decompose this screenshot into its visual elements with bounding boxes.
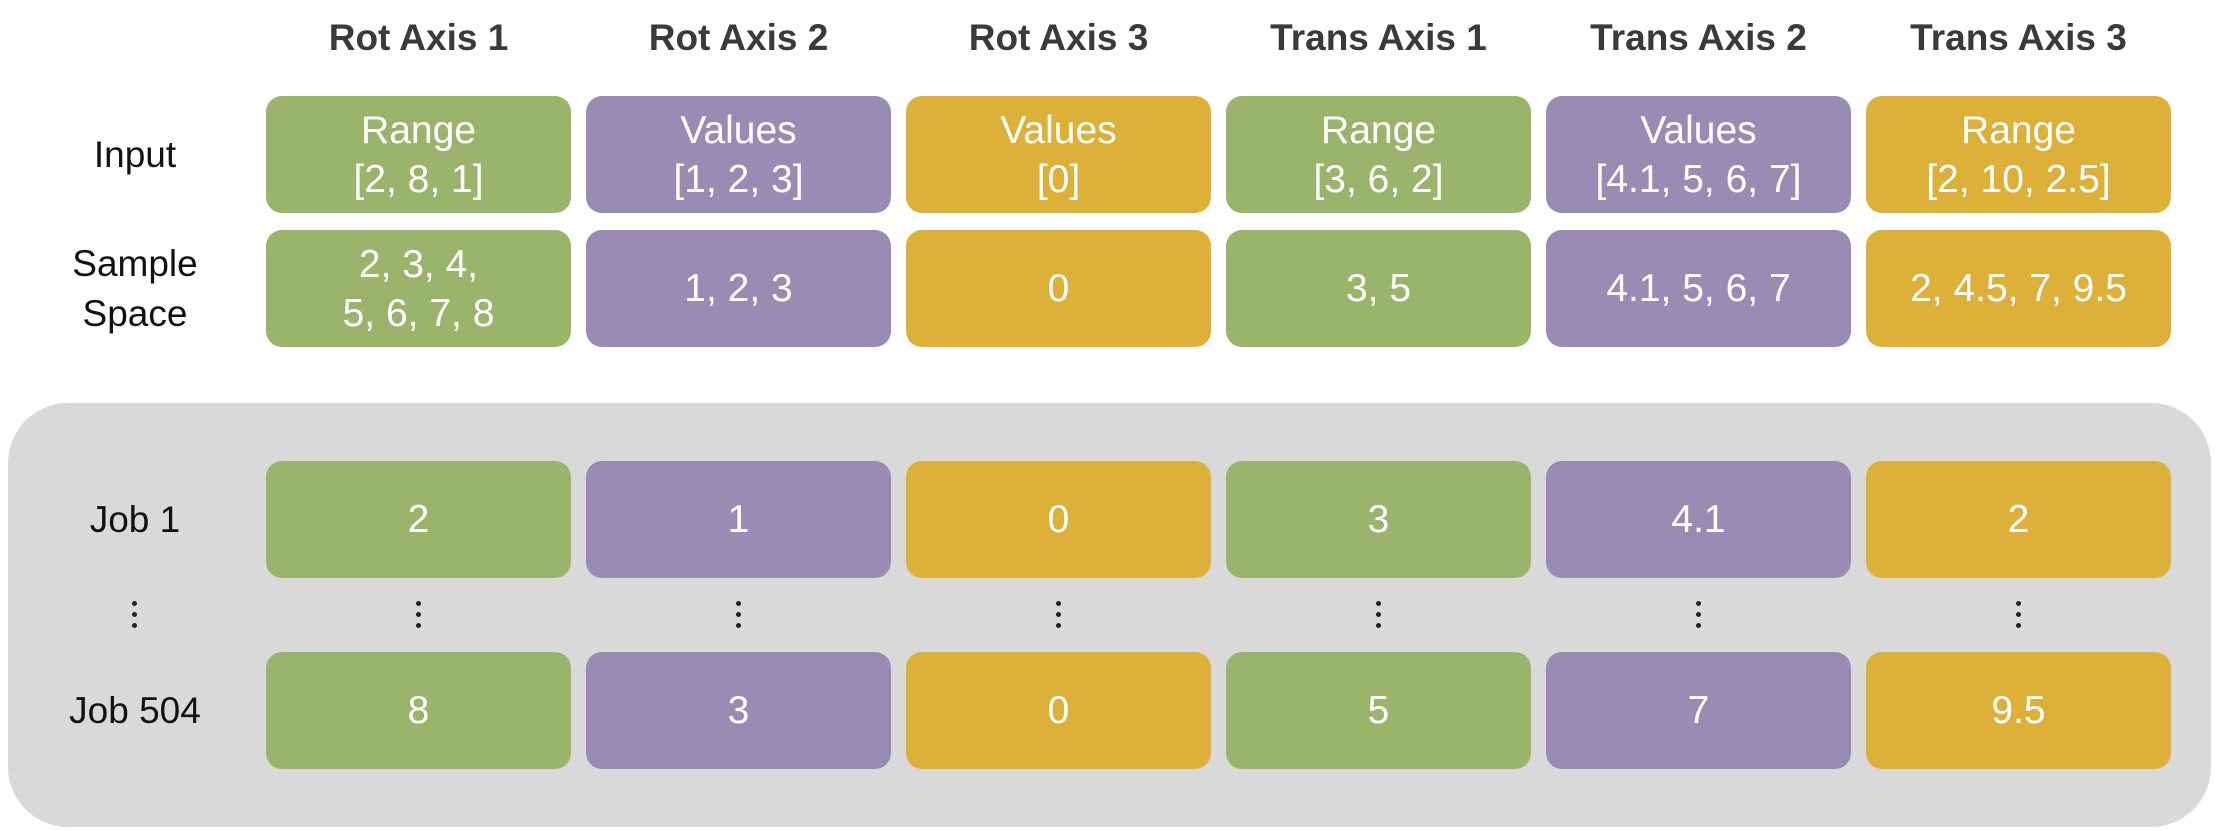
input-kind: Values — [1000, 108, 1117, 152]
ellipsis-icon — [1226, 594, 1531, 634]
input-kind: Values — [1640, 108, 1757, 152]
input-value: [0] — [1036, 157, 1081, 201]
ellipsis-icon — [266, 594, 571, 634]
sample-value-line2: 5, 6, 7, 8 — [342, 291, 495, 335]
row-label-input: Input — [93, 133, 177, 175]
sample-value: 3, 5 — [1345, 267, 1412, 310]
ellipsis-icon — [586, 594, 891, 634]
column-header-trans-axis-3: Trans Axis 3 — [1910, 17, 2127, 58]
job-504-cell-rot-axis-1: 8 — [266, 652, 571, 769]
job-504-cell-trans-axis-3: 9.5 — [1866, 652, 2171, 769]
row-label-sample-space: Sample Space — [0, 230, 270, 347]
row-label-job-504: Job 504 — [69, 689, 201, 731]
ellipsis-icon — [1866, 594, 2171, 634]
ellipsis-icon — [906, 594, 1211, 634]
column-header-rot-axis-3: Rot Axis 3 — [968, 17, 1149, 58]
input-value: [1, 2, 3] — [673, 157, 804, 201]
job-504-cell-rot-axis-2: 3 — [586, 652, 891, 769]
sample-space-label-line2: Space — [82, 292, 188, 334]
job-1-cell-trans-axis-2: 4.1 — [1546, 461, 1851, 578]
job-504-cell-rot-axis-3: 0 — [906, 652, 1211, 769]
sample-cell-trans-axis-2: 4.1, 5, 6, 7 — [1546, 230, 1851, 347]
column-header-rot-axis-1: Rot Axis 1 — [328, 17, 509, 58]
column-header-trans-axis-2: Trans Axis 2 — [1590, 17, 1807, 58]
sample-cell-trans-axis-1: 3, 5 — [1226, 230, 1531, 347]
input-cell-rot-axis-1: Range [2, 8, 1] — [266, 96, 571, 213]
job-1-cell-rot-axis-2: 1 — [586, 461, 891, 578]
sample-cell-rot-axis-2: 1, 2, 3 — [586, 230, 891, 347]
sample-cell-rot-axis-3: 0 — [906, 230, 1211, 347]
column-header-trans-axis-1: Trans Axis 1 — [1270, 17, 1487, 58]
sample-value: 0 — [1047, 267, 1070, 310]
sample-value: 1, 2, 3 — [684, 267, 793, 310]
job-1-cell-rot-axis-3: 0 — [906, 461, 1211, 578]
sample-value-line1: 2, 3, 4, — [358, 242, 479, 286]
job-504-cell-trans-axis-1: 5 — [1226, 652, 1531, 769]
sample-space-label-line1: Sample — [72, 242, 198, 284]
input-cell-trans-axis-3: Range [2, 10, 2.5] — [1866, 96, 2171, 213]
input-cell-trans-axis-2: Values [4.1, 5, 6, 7] — [1546, 96, 1851, 213]
sample-cell-rot-axis-1: 2, 3, 4, 5, 6, 7, 8 — [266, 230, 571, 347]
input-kind: Values — [680, 108, 797, 152]
job-504-cell-trans-axis-2: 7 — [1546, 652, 1851, 769]
input-value: [2, 10, 2.5] — [1926, 157, 2111, 201]
sample-value: 2, 4.5, 7, 9.5 — [1910, 267, 2127, 310]
input-kind: Range — [361, 108, 476, 152]
ellipsis-icon — [104, 594, 164, 634]
sample-value: 4.1, 5, 6, 7 — [1606, 267, 1791, 310]
job-1-cell-trans-axis-3: 2 — [1866, 461, 2171, 578]
input-value: [2, 8, 1] — [353, 157, 484, 201]
input-kind: Range — [1321, 108, 1436, 152]
input-value: [4.1, 5, 6, 7] — [1595, 157, 1802, 201]
input-cell-rot-axis-2: Values [1, 2, 3] — [586, 96, 891, 213]
job-1-cell-rot-axis-1: 2 — [266, 461, 571, 578]
sample-cell-trans-axis-3: 2, 4.5, 7, 9.5 — [1866, 230, 2171, 347]
input-cell-trans-axis-1: Range [3, 6, 2] — [1226, 96, 1531, 213]
job-1-cell-trans-axis-1: 3 — [1226, 461, 1531, 578]
column-header-rot-axis-2: Rot Axis 2 — [648, 17, 829, 58]
input-kind: Range — [1961, 108, 2076, 152]
input-cell-rot-axis-3: Values [0] — [906, 96, 1211, 213]
ellipsis-icon — [1546, 594, 1851, 634]
input-value: [3, 6, 2] — [1313, 157, 1444, 201]
row-label-job-1: Job 1 — [89, 498, 181, 540]
